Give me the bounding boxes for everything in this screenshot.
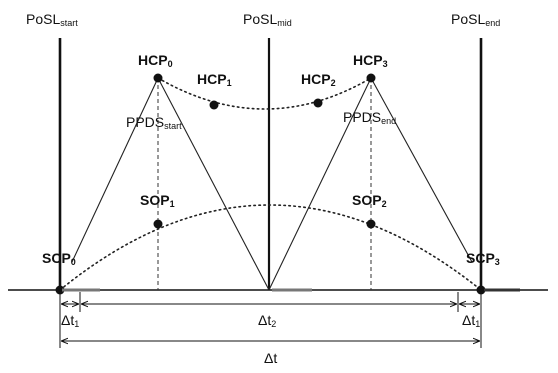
posl-mid-label: PoSLmid bbox=[243, 11, 292, 28]
ppds-end-label: PPDSend bbox=[343, 109, 396, 126]
scp3-label: SCP3 bbox=[466, 250, 500, 267]
hcp3-left-leg bbox=[268, 77, 372, 291]
hcp0-right-leg bbox=[157, 77, 270, 291]
dt-total-label: Δt bbox=[264, 350, 277, 366]
hcp2-label: HCP2 bbox=[301, 71, 336, 88]
dt1-left-label: Δt1 bbox=[61, 312, 79, 329]
scp0-label: SCP0 bbox=[42, 250, 76, 267]
ppds-start-label: PPDSstart bbox=[126, 114, 182, 131]
hcp3-point bbox=[366, 73, 376, 83]
hcp1-point bbox=[209, 100, 219, 110]
hcp1-label: HCP1 bbox=[197, 71, 232, 88]
hcp-dotted-curve bbox=[157, 77, 372, 110]
hcp3-label: HCP3 bbox=[353, 52, 388, 69]
sop2-point bbox=[366, 219, 376, 229]
hcp0-label: HCP0 bbox=[138, 52, 173, 69]
sop1-label: SOP1 bbox=[140, 192, 175, 209]
sop-dotted-curve bbox=[59, 204, 482, 291]
dt1-right-label: Δt1 bbox=[462, 312, 480, 329]
posl-end-label: PoSLend bbox=[451, 11, 500, 28]
sop1-point bbox=[153, 219, 163, 229]
hcp0-left-leg bbox=[71, 77, 159, 263]
posl-start-label: PoSLstart bbox=[26, 11, 78, 28]
hcp0-point bbox=[153, 73, 163, 83]
scp0-point bbox=[55, 285, 65, 295]
sop2-label: SOP2 bbox=[352, 192, 387, 209]
hcp3-right-leg bbox=[370, 77, 473, 263]
dt2-label: Δt2 bbox=[258, 312, 276, 329]
scp3-point bbox=[476, 285, 486, 295]
hcp2-point bbox=[313, 98, 323, 108]
